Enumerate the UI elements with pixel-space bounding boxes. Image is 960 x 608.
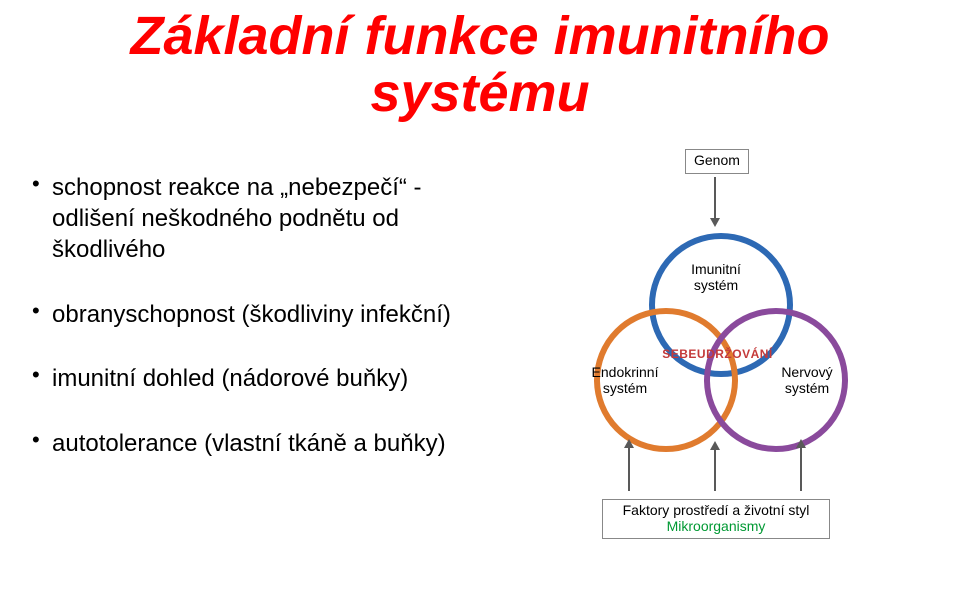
nervous-label-line1: Nervový [781,364,832,380]
bullet-text: schopnost reakce na „nebezpečí“ - odliše… [52,174,422,262]
bullet-item: schopnost reakce na „nebezpečí“ - odliše… [30,173,490,265]
venn-diagram: Genom Imunitní systém Endokrinní systém [500,149,930,549]
nervous-label: Nervový systém [772,365,842,396]
environment-box: Faktory prostředí a životní styl Mikroor… [602,499,830,539]
endocrine-label-line1: Endokrinní [592,364,659,380]
genom-label: Genom [694,152,740,168]
slide-title: Základní funkce imunitního systému [30,8,930,121]
genom-box: Genom [685,149,749,173]
bullet-list: schopnost reakce na „nebezpečí“ - odliše… [30,173,490,459]
arrow-up-icon [800,447,802,491]
bullet-text: imunitní dohled (nádorové buňky) [52,365,408,392]
bullet-text: autotolerance (vlastní tkáně a buňky) [52,430,446,457]
environment-line1: Faktory prostředí a životní styl [623,502,810,518]
immune-label-line1: Imunitní [691,261,741,277]
center-label: SEBEUDRŽOVÁNÍ [655,347,780,361]
arrow-down-icon [714,177,716,219]
immune-label-line2: systém [694,277,738,293]
immune-label: Imunitní systém [683,262,749,293]
title-line-1: Základní funkce imunitního [130,6,829,66]
center-label-text: SEBEUDRŽOVÁNÍ [662,347,773,361]
title-line-2: systému [370,63,589,123]
diagram-column: Genom Imunitní systém Endokrinní systém [500,149,930,549]
environment-line2: Mikroorganismy [667,518,766,534]
endocrine-label-line2: systém [603,380,647,396]
nervous-label-line2: systém [785,380,829,396]
arrow-up-icon [714,449,716,491]
bullets-column: schopnost reakce na „nebezpečí“ - odliše… [30,149,490,549]
bullet-text: obranyschopnost (škodliviny infekční) [52,301,451,328]
content-row: schopnost reakce na „nebezpečí“ - odliše… [30,149,930,549]
bullet-item: imunitní dohled (nádorové buňky) [30,364,490,395]
bullet-item: obranyschopnost (škodliviny infekční) [30,300,490,331]
arrow-up-icon [628,447,630,491]
endocrine-label: Endokrinní systém [580,365,670,396]
bullet-item: autotolerance (vlastní tkáně a buňky) [30,429,490,460]
